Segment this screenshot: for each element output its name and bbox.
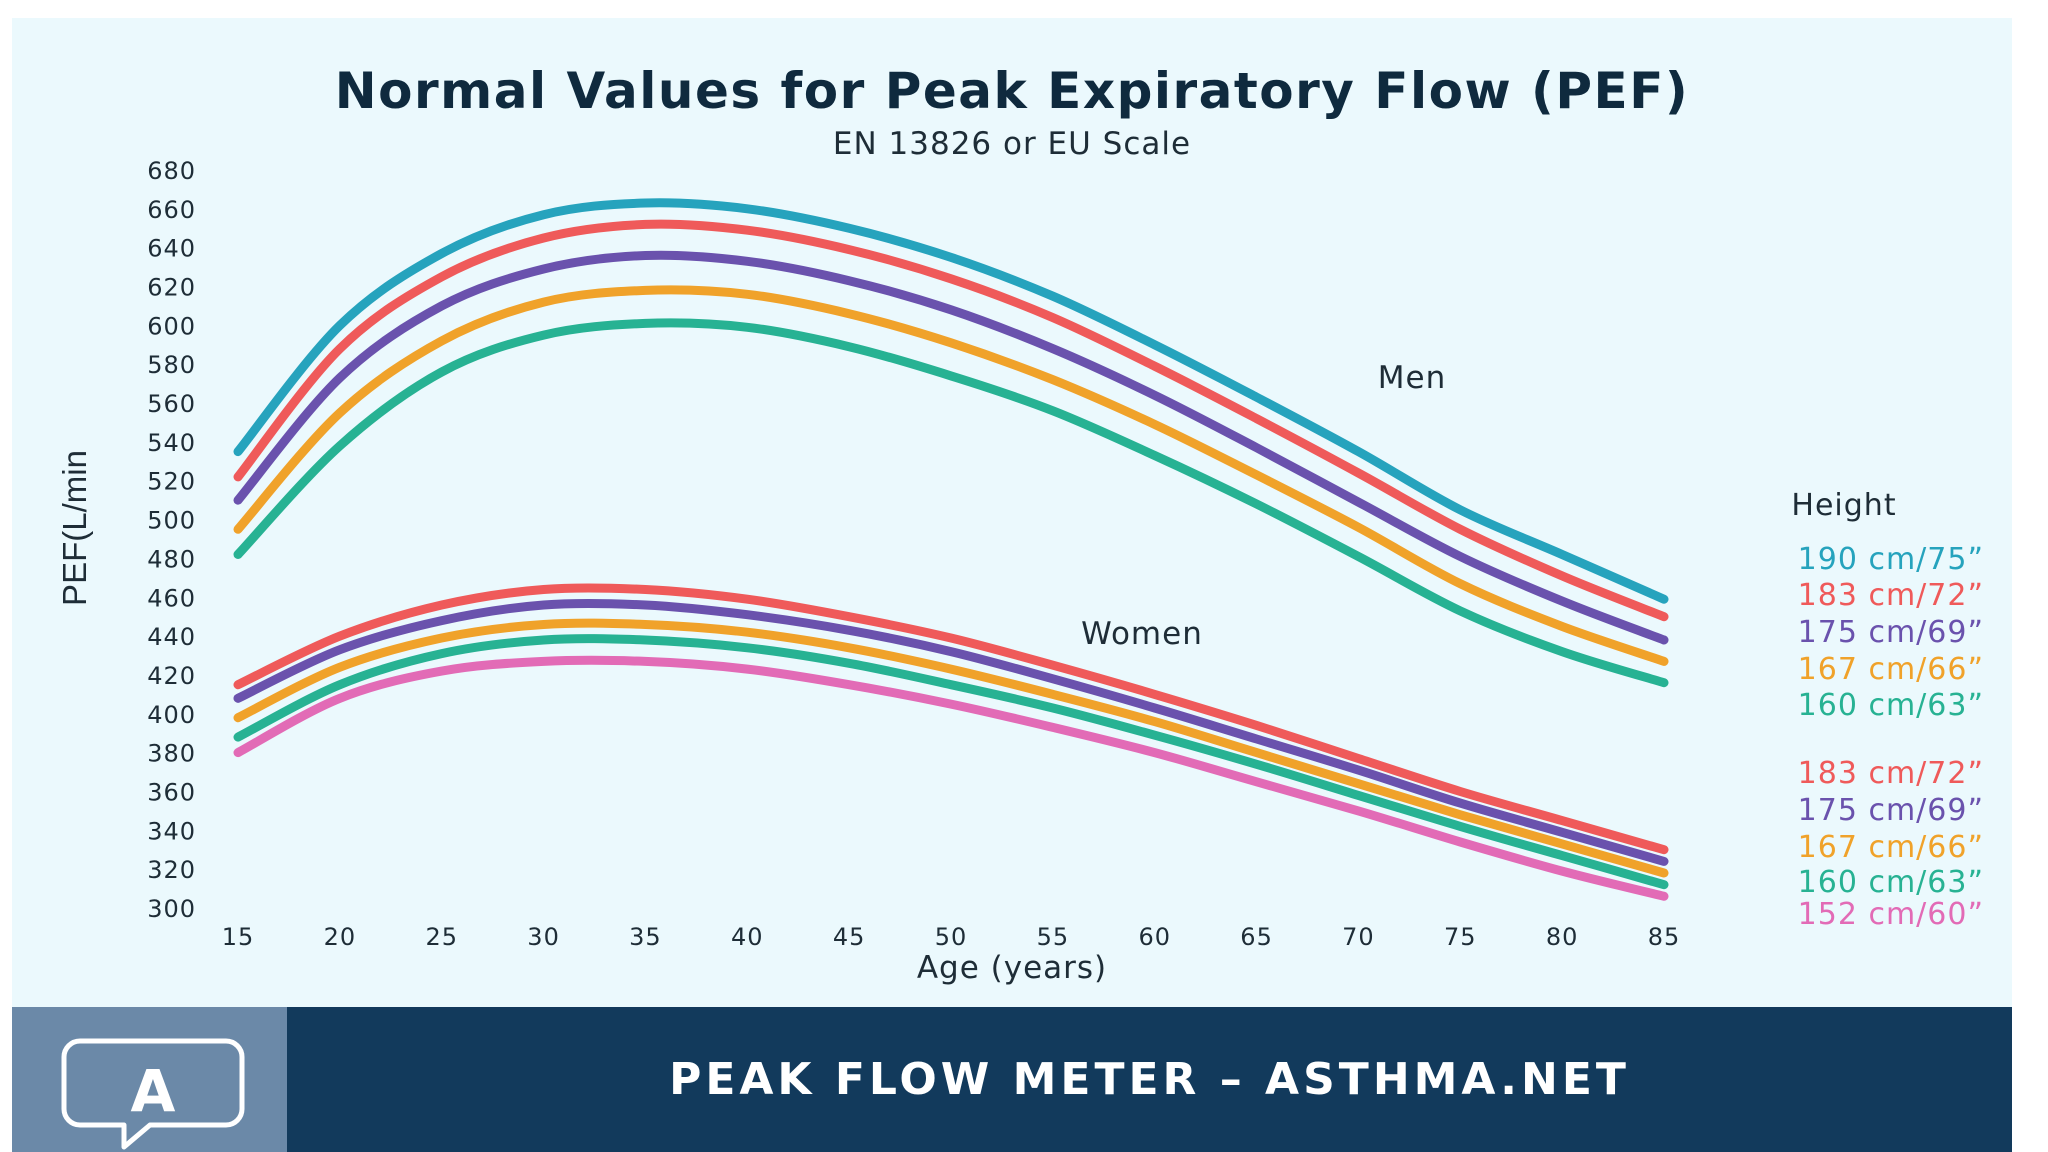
legend-entry: 152 cm/60” (1798, 897, 1984, 932)
y-tick-label: 540 (147, 429, 196, 457)
y-tick-label: 580 (147, 351, 196, 379)
y-axis-ticks: 300 320 340 360 380 400 420 440 460 480 500 520 540 5… (147, 157, 196, 923)
x-tick-label: 80 (1546, 923, 1579, 951)
x-tick-label: 20 (324, 923, 357, 951)
x-axis-ticks: 15 20 25 30 35 40 45 50 55 60 65 70 75 80 85 (222, 923, 1681, 951)
pef-line-chart: 300 320 340 360 380 400 420 440 460 480 500 520 540 5… (56, 157, 1984, 986)
x-tick-label: 50 (935, 923, 968, 951)
y-tick-label: 300 (147, 895, 196, 923)
speech-bubble-logo-icon: A (61, 1038, 245, 1150)
legend-entry: 183 cm/72” (1798, 578, 1984, 613)
legend-entry: 190 cm/75” (1798, 542, 1984, 577)
legend-entry: 160 cm/63” (1798, 865, 1984, 900)
women-series-line (233, 618, 1669, 878)
women-group-label: Women (1081, 616, 1203, 652)
logo-letter: A (131, 1057, 176, 1125)
y-tick-label: 600 (147, 312, 196, 340)
x-tick-label: 65 (1240, 923, 1273, 951)
x-tick-label: 35 (629, 923, 662, 951)
y-tick-label: 680 (147, 157, 196, 185)
legend: 190 cm/75”183 cm/72”175 cm/69”167 cm/66”… (1798, 542, 1984, 932)
x-tick-label: 15 (222, 923, 255, 951)
y-tick-label: 520 (147, 468, 196, 496)
y-tick-label: 420 (147, 662, 196, 690)
legend-entry: 175 cm/69” (1798, 793, 1984, 828)
x-tick-label: 75 (1444, 923, 1477, 951)
y-tick-label: 360 (147, 778, 196, 806)
women-series-line (233, 598, 1669, 866)
y-tick-label: 380 (147, 740, 196, 768)
men-series-line (233, 285, 1669, 666)
logo-box: A (12, 1007, 287, 1152)
y-tick-label: 660 (147, 196, 196, 224)
y-tick-label: 560 (147, 390, 196, 418)
y-axis-label: PEF(L/min (56, 450, 93, 606)
x-tick-label: 45 (833, 923, 866, 951)
y-tick-label: 320 (147, 856, 196, 884)
y-tick-label: 640 (147, 235, 196, 263)
series-lines (233, 198, 1669, 901)
x-tick-label: 85 (1648, 923, 1681, 951)
x-tick-label: 55 (1037, 923, 1070, 951)
y-tick-label: 480 (147, 545, 196, 573)
men-series-line (233, 219, 1669, 622)
y-tick-label: 500 (147, 507, 196, 535)
women-series-line (233, 583, 1669, 855)
x-tick-label: 60 (1138, 923, 1171, 951)
y-tick-label: 460 (147, 584, 196, 612)
footer-banner: A PEAK FLOW METER – ASTHMA.NET (12, 1007, 2012, 1152)
women-series-line (233, 655, 1669, 901)
legend-entry: 167 cm/66” (1798, 652, 1984, 687)
men-series-line (233, 318, 1669, 688)
women-series-line (233, 634, 1669, 890)
y-tick-label: 400 (147, 701, 196, 729)
x-tick-label: 40 (731, 923, 764, 951)
x-tick-label: 30 (527, 923, 560, 951)
legend-title: Height (1791, 488, 1896, 523)
x-tick-label: 70 (1342, 923, 1375, 951)
legend-entry: 167 cm/66” (1798, 830, 1984, 865)
men-series-line (233, 198, 1669, 604)
chart-title: Normal Values for Peak Expiratory Flow (… (334, 62, 1690, 120)
chart-subtitle: EN 13826 or EU Scale (832, 126, 1192, 162)
footer-brand-text: PEAK FLOW METER – ASTHMA.NET (669, 1054, 1630, 1105)
y-tick-label: 620 (147, 274, 196, 302)
men-series-line (233, 250, 1669, 645)
legend-entry: 175 cm/69” (1798, 615, 1984, 650)
x-tick-label: 25 (425, 923, 458, 951)
y-tick-label: 440 (147, 623, 196, 651)
chart-frame: Normal Values for Peak Expiratory Flow (… (12, 18, 2012, 1152)
legend-entry: 160 cm/63” (1798, 688, 1984, 723)
y-tick-label: 340 (147, 817, 196, 845)
legend-entry: 183 cm/72” (1798, 756, 1984, 791)
men-group-label: Men (1378, 360, 1446, 396)
x-axis-label: Age (years) (917, 950, 1107, 986)
